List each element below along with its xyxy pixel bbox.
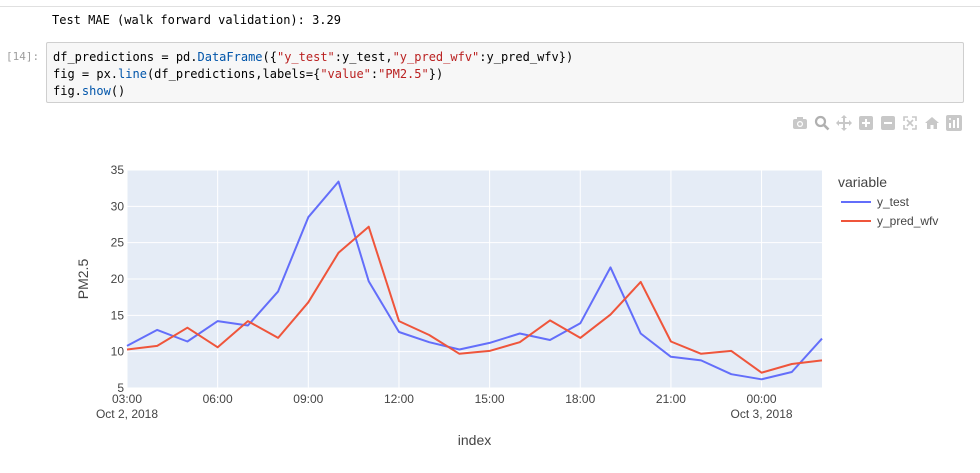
x-tick-label: 03:00 (112, 392, 142, 406)
y-axis-title: PM2.5 (75, 259, 91, 300)
legend: variable y_test y_pred_wfv (838, 174, 938, 228)
zoom-out-icon[interactable] (880, 115, 896, 131)
cell-prompt: [14]: (6, 50, 40, 63)
code-cell[interactable]: df_predictions = pd.DataFrame({"y_test":… (46, 42, 964, 103)
series-layer (126, 180, 823, 381)
plotly-modebar (792, 114, 962, 132)
legend-label-y_pred_wfv: y_pred_wfv (877, 214, 938, 228)
x-tick-label: 18:00 (565, 392, 595, 406)
y-tick-label: 35 (111, 163, 125, 177)
zoom-in-icon[interactable] (858, 115, 874, 131)
y-tick-label: 20 (111, 272, 125, 286)
code-line-3: fig.show() (53, 84, 126, 98)
autoscale-icon[interactable] (902, 115, 918, 131)
x-tick-label: 21:00 (656, 392, 686, 406)
y-tick-label: 25 (111, 236, 125, 250)
x-tick-label: 15:00 (475, 392, 505, 406)
y-tick-label: 30 (111, 199, 125, 213)
x-tick-label: 06:00 (203, 392, 233, 406)
x-tick-sublabel: Oct 3, 2018 (731, 407, 793, 421)
reset-axes-icon[interactable] (924, 115, 940, 131)
x-axis-title: index (458, 432, 491, 448)
y-grid (127, 169, 822, 389)
code-line-2: fig = px.line(df_predictions,labels={"va… (53, 67, 444, 81)
plotly-logo-icon[interactable] (946, 115, 962, 131)
code-line-1: df_predictions = pd.DataFrame({"y_test":… (53, 50, 574, 64)
x-tick-sublabel: Oct 2, 2018 (96, 407, 158, 421)
legend-title: variable (838, 174, 887, 190)
x-tick-label: 12:00 (384, 392, 414, 406)
x-tick-label: 09:00 (293, 392, 323, 406)
pan-icon[interactable] (836, 115, 852, 131)
legend-label-y_test: y_test (877, 195, 910, 209)
series-line-y_pred_wfv (126, 225, 823, 374)
y-tick-label: 5 (117, 381, 124, 395)
cell-separator (0, 6, 980, 7)
mae-output-text: Test MAE (walk forward validation): 3.29 (52, 13, 341, 27)
y-tick-label: 10 (111, 345, 125, 359)
camera-icon[interactable] (792, 115, 808, 131)
y-axis-ticks: 5 10 15 20 25 30 35 (111, 163, 125, 395)
x-tick-label: 00:00 (747, 392, 777, 406)
y-tick-label: 15 (111, 308, 125, 322)
zoom-icon[interactable] (814, 115, 830, 131)
